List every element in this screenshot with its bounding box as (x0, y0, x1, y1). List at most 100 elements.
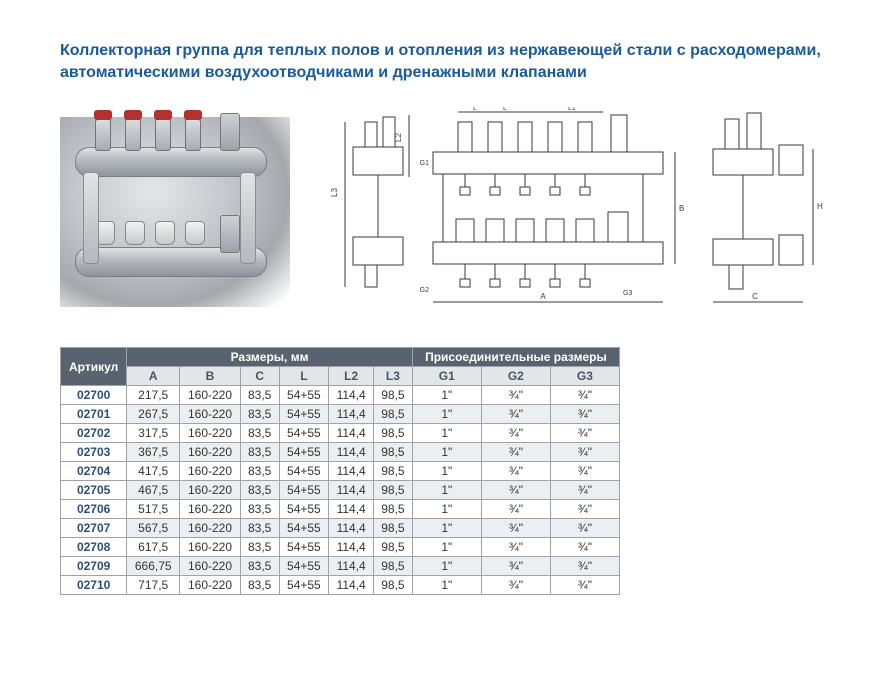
cell-A: 517,5 (127, 500, 180, 519)
cell-L3: 98,5 (374, 443, 413, 462)
cell-L2: 114,4 (329, 500, 374, 519)
cell-L2: 114,4 (329, 405, 374, 424)
cell-B: 160-220 (180, 386, 241, 405)
cell-A: 217,5 (127, 386, 180, 405)
cell-G3: ¾" (550, 443, 619, 462)
cell-C: 83,5 (240, 538, 279, 557)
cell-G2: ¾" (481, 481, 550, 500)
cell-A: 666,75 (127, 557, 180, 576)
drawing-svg: L3 L2 (330, 107, 836, 307)
cell-art: 02701 (61, 405, 127, 424)
table-row: 02703367,5160-22083,554+55114,498,51"¾"¾… (61, 443, 620, 462)
product-photo (60, 117, 290, 307)
cell-G1: 1" (412, 519, 481, 538)
col-L2: L2 (329, 367, 374, 386)
cell-L2: 114,4 (329, 576, 374, 595)
col-A: A (127, 367, 180, 386)
col-article: Артикул (61, 348, 127, 386)
cell-B: 160-220 (180, 519, 241, 538)
cell-B: 160-220 (180, 557, 241, 576)
table-row: 02704417,5160-22083,554+55114,498,51"¾"¾… (61, 462, 620, 481)
cell-L: 54+55 (279, 538, 329, 557)
table-row: 02708617,5160-22083,554+55114,498,51"¾"¾… (61, 538, 620, 557)
svg-text:G3: G3 (623, 290, 632, 297)
cell-C: 83,5 (240, 576, 279, 595)
cell-L: 54+55 (279, 500, 329, 519)
svg-text:L1: L1 (568, 107, 576, 112)
svg-text:L: L (503, 107, 507, 112)
cell-L: 54+55 (279, 405, 329, 424)
cell-G2: ¾" (481, 405, 550, 424)
cell-L: 54+55 (279, 424, 329, 443)
cell-G2: ¾" (481, 500, 550, 519)
cell-G2: ¾" (481, 443, 550, 462)
cell-art: 02704 (61, 462, 127, 481)
cell-B: 160-220 (180, 462, 241, 481)
cell-C: 83,5 (240, 424, 279, 443)
cell-L: 54+55 (279, 576, 329, 595)
cell-C: 83,5 (240, 386, 279, 405)
col-L: L (279, 367, 329, 386)
cell-B: 160-220 (180, 500, 241, 519)
table-row: 02700217,5160-22083,554+55114,498,51"¾"¾… (61, 386, 620, 405)
col-C: C (240, 367, 279, 386)
cell-C: 83,5 (240, 443, 279, 462)
col-sizes: Размеры, мм (127, 348, 413, 367)
page-title: Коллекторная группа для теплых полов и о… (60, 40, 836, 83)
table-row: 02706517,5160-22083,554+55114,498,51"¾"¾… (61, 500, 620, 519)
cell-G1: 1" (412, 386, 481, 405)
cell-B: 160-220 (180, 424, 241, 443)
cell-G1: 1" (412, 557, 481, 576)
cell-G1: 1" (412, 538, 481, 557)
cell-L: 54+55 (279, 443, 329, 462)
cell-A: 417,5 (127, 462, 180, 481)
cell-G1: 1" (412, 481, 481, 500)
table-row: 02709666,75160-22083,554+55114,498,51"¾"… (61, 557, 620, 576)
cell-G3: ¾" (550, 481, 619, 500)
cell-L3: 98,5 (374, 500, 413, 519)
cell-G2: ¾" (481, 519, 550, 538)
cell-G3: ¾" (550, 519, 619, 538)
cell-G3: ¾" (550, 557, 619, 576)
cell-G3: ¾" (550, 462, 619, 481)
cell-G3: ¾" (550, 386, 619, 405)
cell-C: 83,5 (240, 405, 279, 424)
cell-L: 54+55 (279, 557, 329, 576)
cell-L3: 98,5 (374, 576, 413, 595)
cell-G3: ¾" (550, 500, 619, 519)
figure-row: L3 L2 (60, 107, 836, 307)
cell-A: 267,5 (127, 405, 180, 424)
cell-art: 02703 (61, 443, 127, 462)
cell-art: 02700 (61, 386, 127, 405)
cell-C: 83,5 (240, 557, 279, 576)
cell-L: 54+55 (279, 519, 329, 538)
cell-G3: ¾" (550, 405, 619, 424)
cell-B: 160-220 (180, 405, 241, 424)
svg-text:A: A (540, 292, 546, 301)
cell-G2: ¾" (481, 386, 550, 405)
cell-L2: 114,4 (329, 557, 374, 576)
svg-text:G1: G1 (420, 160, 429, 167)
cell-L3: 98,5 (374, 462, 413, 481)
col-L3: L3 (374, 367, 413, 386)
cell-L: 54+55 (279, 481, 329, 500)
table-row: 02705467,5160-22083,554+55114,498,51"¾"¾… (61, 481, 620, 500)
cell-L: 54+55 (279, 462, 329, 481)
cell-G3: ¾" (550, 576, 619, 595)
cell-G2: ¾" (481, 557, 550, 576)
svg-text:L: L (473, 107, 477, 112)
cell-L2: 114,4 (329, 462, 374, 481)
cell-C: 83,5 (240, 519, 279, 538)
cell-G2: ¾" (481, 538, 550, 557)
cell-L2: 114,4 (329, 538, 374, 557)
cell-art: 02707 (61, 519, 127, 538)
cell-B: 160-220 (180, 576, 241, 595)
svg-text:B: B (679, 204, 684, 213)
cell-B: 160-220 (180, 538, 241, 557)
svg-text:L3: L3 (330, 188, 339, 197)
cell-L2: 114,4 (329, 386, 374, 405)
cell-L3: 98,5 (374, 519, 413, 538)
cell-art: 02705 (61, 481, 127, 500)
table-body: 02700217,5160-22083,554+55114,498,51"¾"¾… (61, 386, 620, 595)
col-G3: G3 (550, 367, 619, 386)
